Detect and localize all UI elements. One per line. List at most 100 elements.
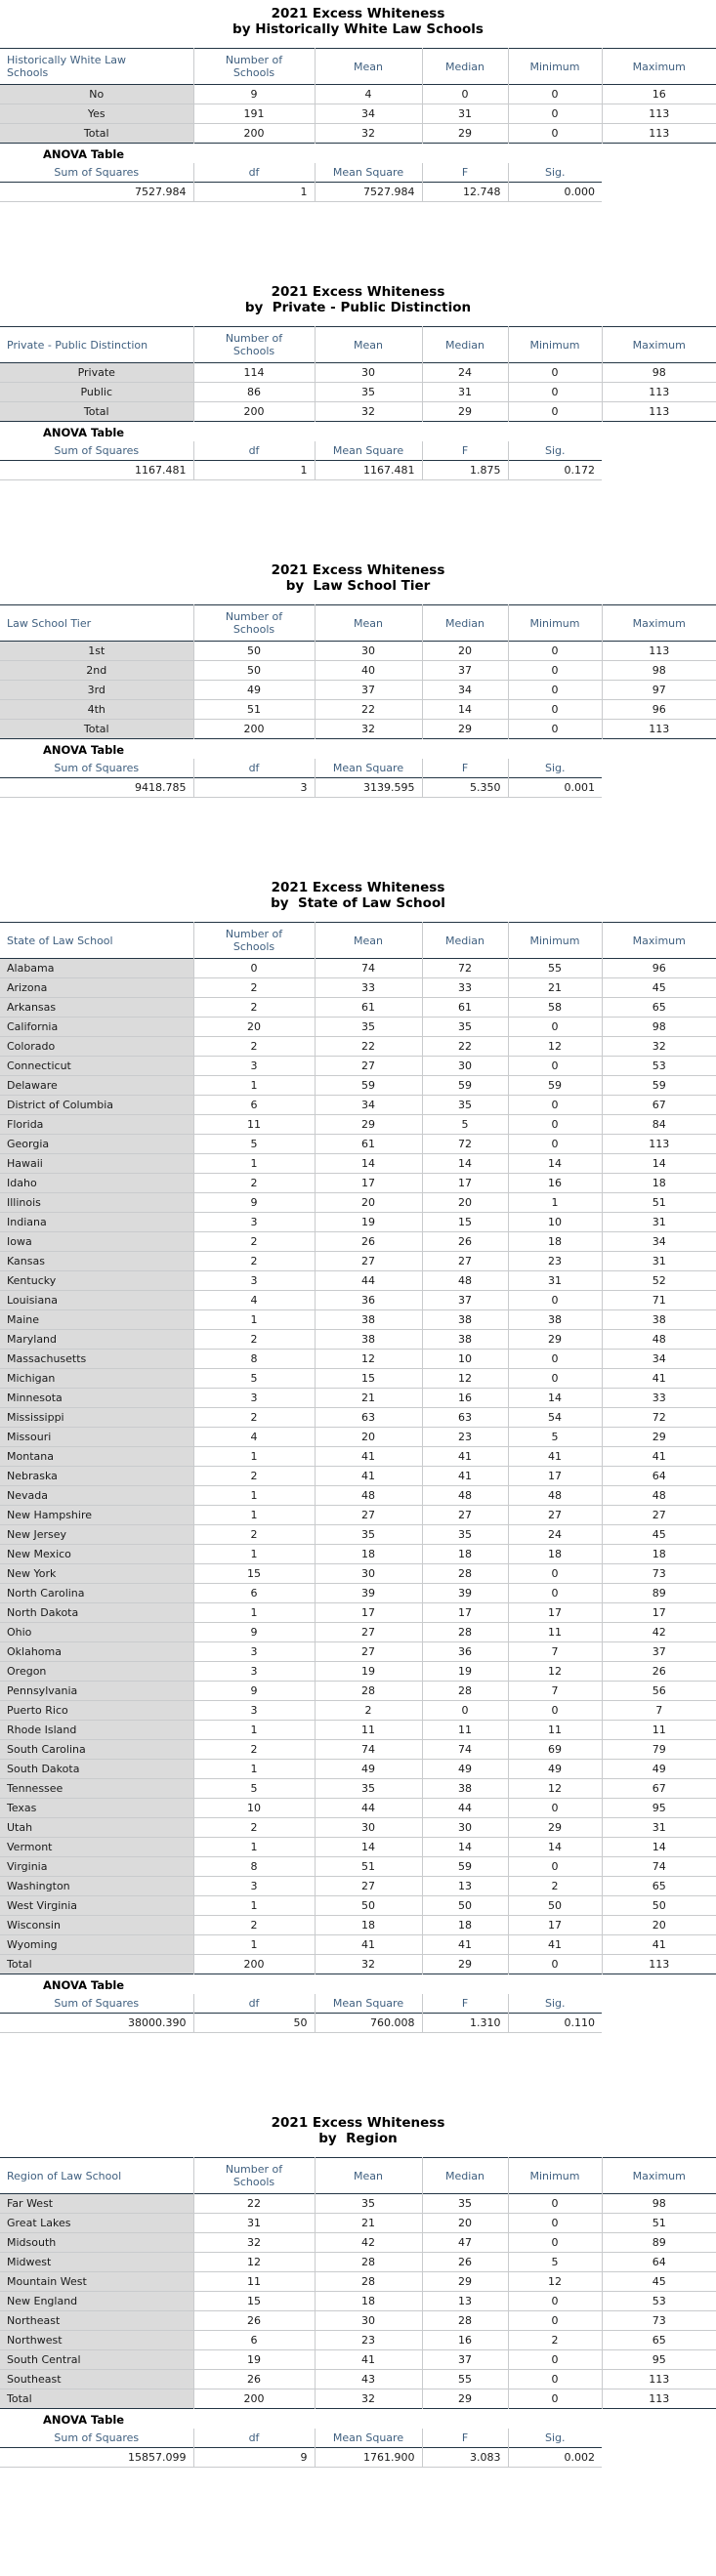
value-cell: 1 [192,1602,315,1623]
value-cell: 0 [507,1056,602,1076]
anova-table: Sum of Squares df Mean Square F Sig. 1167.481… [0,441,602,480]
value-cell: 48 [314,1485,422,1506]
value-cell: 35 [314,2193,422,2214]
value-cell: 0 [507,699,602,720]
value-cell: 9 [192,1681,315,1701]
anova-column-header: df [192,2429,315,2448]
row-label-cell: Kansas [0,1251,193,1271]
value-cell: 49 [314,1759,422,1779]
section-title-line2: by Private - Public Distinction [244,300,472,315]
value-cell: 191 [192,104,315,124]
value-cell: 37 [421,1290,508,1310]
value-cell: 59 [601,1075,716,1096]
table-row: District of Columbia 6 34 35 0 67 [0,1095,716,1115]
anova-table-body: 9418.785 3 3139.595 5.350 0.001 [0,777,602,798]
row-label-cell: Arizona [0,977,193,998]
value-cell: 26 [192,2369,315,2389]
value-cell: 10 [507,1212,602,1232]
value-cell: 21 [314,2213,422,2233]
anova-value-cell: 3139.595 [314,777,422,798]
row-label-cell: 2nd [0,660,193,681]
anova-table: Sum of Squares df Mean Square F Sig. 7527.984… [0,163,602,202]
row-label-column-header: State of Law School [0,923,193,959]
value-cell: 11 [507,1622,602,1642]
table-row: Texas 10 44 44 0 95 [0,1798,716,1818]
table-row: Northwest 6 23 16 2 65 [0,2330,716,2350]
section-title-line1: 2021 Excess Whiteness [271,284,445,300]
anova-value-cell: 3 [192,777,315,798]
value-cell: 4 [192,1427,315,1447]
value-cell: 29 [421,1954,508,1974]
value-cell: 9 [192,84,315,104]
column-header-text: Maximum [632,2169,686,2182]
row-label-cell: North Carolina [0,1583,193,1603]
column-header-text: Mean [354,934,383,947]
row-label-cell: Louisiana [0,1290,193,1310]
column-header-text: Median [444,2169,484,2182]
table-row: North Dakota 1 17 17 17 17 [0,1602,716,1623]
value-cell: 20 [314,1427,422,1447]
row-label-cell: Florida [0,1114,193,1135]
value-cell: 27 [601,1505,716,1525]
value-cell: 7 [507,1641,602,1662]
table-row: Total 200 32 29 0 113 [0,401,716,422]
anova-value-cell: 1.310 [421,2013,508,2033]
summary-table-header: State of Law School Number of Schools Mean… [0,922,716,959]
table-row: Connecticut 3 27 30 0 53 [0,1056,716,1076]
value-cell: 44 [314,1798,422,1818]
value-cell: 43 [314,2369,422,2389]
table-row: Pennsylvania 9 28 28 7 56 [0,1681,716,1701]
value-cell: 65 [601,2330,716,2350]
value-cell: 0 [507,1349,602,1369]
value-cell: 113 [601,382,716,402]
column-header: Mean [314,326,422,363]
anova-value-cell: 0.110 [507,2013,602,2033]
value-cell: 50 [601,1895,716,1916]
row-label-column-header: Private - Public Distinction [0,327,193,363]
value-cell: 34 [601,1231,716,1252]
value-cell: 14 [601,1837,716,1857]
anova-value-cell: 38000.390 [0,2013,193,2033]
value-cell: 12 [507,2271,602,2292]
report-section-region: 2021 Excess Whiteness by Region Region of … [0,2115,716,2468]
value-cell: 2 [192,997,315,1018]
value-cell: 55 [507,958,602,978]
anova-table-body: 1167.481 1 1167.481 1.875 0.172 [0,460,602,480]
anova-table-header: Sum of Squares df Mean Square F Sig. [0,759,602,778]
row-label-column-header: Historically White Law Schools [0,49,193,85]
anova-table: Sum of Squares df Mean Square F Sig. 38000.39… [0,1994,602,2033]
row-label-cell: North Dakota [0,1602,193,1623]
value-cell: 2 [192,1231,315,1252]
report-section-private-public-distinction: 2021 Excess Whiteness by Private - Public… [0,284,716,480]
row-label-cell: District of Columbia [0,1095,193,1115]
value-cell: 31 [421,382,508,402]
value-cell: 2 [507,2330,602,2350]
column-header: Median [421,2157,508,2194]
anova-column-header: Mean Square [314,1994,422,2014]
value-cell: 17 [601,1602,716,1623]
row-label-cell: Nebraska [0,1466,193,1486]
value-cell: 113 [601,1134,716,1154]
value-cell: 29 [601,1427,716,1447]
anova-value-cell: 50 [192,2013,315,2033]
value-cell: 32 [314,2389,422,2409]
table-row: Virginia 8 51 59 0 74 [0,1856,716,1877]
value-cell: 3 [192,1876,315,1896]
value-cell: 59 [421,1856,508,1877]
report-section-historically-white-law-schools: 2021 Excess Whiteness by Historically Whi… [0,6,716,202]
value-cell: 51 [601,1192,716,1213]
table-row: South Central 19 41 37 0 95 [0,2349,716,2370]
anova-value-cell: 12.748 [421,182,508,202]
value-cell: 0 [192,958,315,978]
value-cell: 49 [192,680,315,700]
value-cell: 38 [421,1778,508,1799]
value-cell: 0 [507,641,602,661]
anova-value-row: 15857.099 9 1761.900 3.083 0.002 [0,2447,602,2468]
value-cell: 64 [601,1466,716,1486]
value-cell: 98 [601,362,716,383]
value-cell: 14 [421,699,508,720]
table-row: 1st 50 30 20 0 113 [0,641,716,661]
value-cell: 6 [192,1095,315,1115]
section-title-line2: by Historically White Law Schools [232,21,484,37]
value-cell: 2 [192,977,315,998]
